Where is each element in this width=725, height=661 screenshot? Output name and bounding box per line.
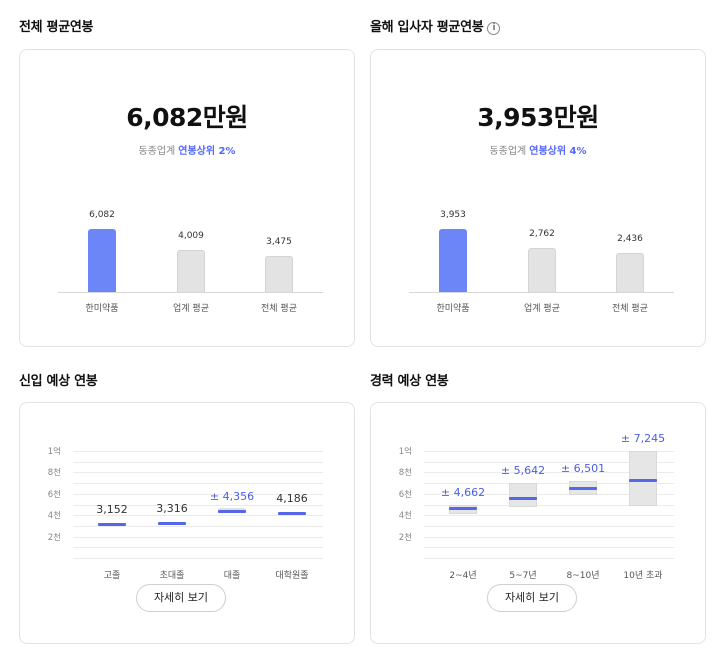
bar-value-label: 2,762 bbox=[529, 229, 555, 239]
grid-line bbox=[424, 547, 674, 548]
y-axis-tick-label: 8천 bbox=[398, 468, 412, 478]
chart-bar bbox=[439, 229, 467, 292]
expected-salary-marker bbox=[278, 512, 306, 515]
y-axis-tick-label: 8천 bbox=[47, 468, 61, 478]
newcomer-rank-line: 동종업계 연봉상위 4% bbox=[371, 142, 705, 157]
y-axis-tick-label: 2천 bbox=[398, 533, 412, 543]
bar-value-label: 3,475 bbox=[266, 237, 292, 247]
x-axis-category-label: 5~7년 bbox=[509, 571, 537, 581]
grid-line bbox=[73, 526, 323, 527]
entry-expected-title: 신입 예상 연봉 bbox=[19, 374, 98, 389]
overall-rank-line: 동종업계 연봉상위 2% bbox=[20, 142, 354, 157]
expected-salary-marker bbox=[569, 487, 597, 490]
expected-salary-value-label: 3,152 bbox=[96, 503, 128, 516]
grid-line bbox=[424, 451, 674, 452]
y-axis-tick-label: 1억 bbox=[47, 447, 61, 457]
expected-salary-marker bbox=[158, 522, 186, 525]
overall-salary-card: 6,082만원 동종업계 연봉상위 2% 6,082 한미약품 4,009 업계 평균 3… bbox=[19, 49, 355, 347]
x-axis-category-label: 대학원졸 bbox=[275, 571, 309, 581]
chart-bar bbox=[88, 229, 116, 292]
expected-salary-value-label: ± 4,356 bbox=[209, 490, 255, 503]
grid-line bbox=[424, 505, 674, 506]
entry-expected-card: 1억 8천 6천 4천 2천 3,152 고졸 3,316 초대졸 ± 4,356 대졸 4,186 대… bbox=[19, 402, 355, 644]
career-expected-card: 1억 8천 6천 4천 2천 ± 4,662 2~4년 ± 5,642 5~7년 ± 6,501 8… bbox=[370, 402, 706, 644]
expected-salary-value-label: ± 5,642 bbox=[500, 464, 546, 477]
expected-salary-marker bbox=[449, 507, 477, 510]
x-axis-category-label: 2~4년 bbox=[449, 571, 477, 581]
chart-baseline bbox=[409, 292, 674, 293]
newcomer-rank-highlight: 연봉상위 4% bbox=[529, 146, 587, 157]
newcomer-salary-title: 올해 입사자 평균연봉 bbox=[370, 20, 484, 35]
x-axis-category-label: 대졸 bbox=[223, 571, 241, 581]
chart-bar bbox=[177, 250, 205, 292]
bar-category-label: 전체 평균 bbox=[612, 304, 648, 314]
grid-line bbox=[424, 515, 674, 516]
bar-value-label: 2,436 bbox=[617, 234, 643, 244]
y-axis-tick-label: 4천 bbox=[398, 511, 412, 521]
x-axis-category-label: 8~10년 bbox=[566, 571, 600, 581]
grid-line bbox=[424, 462, 674, 463]
bar-category-label: 업계 평균 bbox=[173, 304, 209, 314]
expected-salary-value-label: ± 6,501 bbox=[560, 462, 606, 475]
newcomer-salary-card: 3,953만원 동종업계 연봉상위 4% 3,953 한미약품 2,762 업계 평균 2… bbox=[370, 49, 706, 347]
overall-salary-value: 6,082만원 bbox=[126, 103, 248, 132]
career-detail-button[interactable]: 자세히 보기 bbox=[487, 584, 577, 612]
bar-value-label: 4,009 bbox=[178, 231, 204, 241]
expected-salary-marker bbox=[629, 479, 657, 482]
bar-value-label: 6,082 bbox=[89, 210, 115, 220]
chart-bar bbox=[528, 248, 556, 292]
expected-salary-marker bbox=[218, 510, 246, 513]
grid-line bbox=[424, 483, 674, 484]
career-expected-title: 경력 예상 연봉 bbox=[370, 374, 449, 389]
grid-line bbox=[73, 537, 323, 538]
y-axis-tick-label: 6천 bbox=[398, 490, 412, 500]
x-axis-category-label: 고졸 bbox=[103, 571, 121, 581]
bar-category-label: 전체 평균 bbox=[261, 304, 297, 314]
newcomer-salary-value: 3,953만원 bbox=[477, 103, 599, 132]
grid-line bbox=[73, 505, 323, 506]
bar-category-label: 한미약품 bbox=[85, 304, 119, 314]
x-axis-category-label: 10년 초과 bbox=[623, 571, 663, 581]
overall-rank-prefix: 동종업계 bbox=[138, 146, 176, 157]
overall-rank-highlight: 연봉상위 2% bbox=[178, 146, 236, 157]
chart-bar bbox=[265, 256, 293, 292]
expected-salary-value-label: ± 4,662 bbox=[440, 486, 486, 499]
expected-salary-marker bbox=[98, 523, 126, 526]
grid-line bbox=[424, 472, 674, 473]
chart-baseline bbox=[58, 292, 323, 293]
y-axis-tick-label: 2천 bbox=[47, 533, 61, 543]
grid-line bbox=[424, 526, 674, 527]
expected-salary-value-label: ± 7,245 bbox=[620, 432, 666, 445]
grid-line bbox=[73, 515, 323, 516]
salary-range-box bbox=[629, 451, 657, 506]
y-axis-tick-label: 1억 bbox=[398, 447, 412, 457]
bar-category-label: 한미약품 bbox=[436, 304, 470, 314]
grid-line bbox=[73, 472, 323, 473]
info-circle-icon[interactable]: i bbox=[487, 22, 501, 35]
expected-salary-marker bbox=[509, 497, 537, 500]
grid-line bbox=[424, 537, 674, 538]
entry-detail-button[interactable]: 자세히 보기 bbox=[136, 584, 226, 612]
salary-range-box bbox=[509, 483, 537, 507]
grid-line bbox=[424, 494, 674, 495]
grid-line bbox=[73, 451, 323, 452]
expected-salary-value-label: 4,186 bbox=[276, 492, 308, 505]
grid-line bbox=[73, 547, 323, 548]
y-axis-tick-label: 6천 bbox=[47, 490, 61, 500]
grid-line bbox=[73, 462, 323, 463]
newcomer-salary-title-row: 올해 입사자 평균연봉 i bbox=[370, 16, 501, 35]
x-axis-category-label: 초대졸 bbox=[159, 571, 185, 581]
grid-line bbox=[73, 483, 323, 484]
grid-line bbox=[73, 558, 323, 559]
y-axis-tick-label: 4천 bbox=[47, 511, 61, 521]
bar-value-label: 3,953 bbox=[440, 210, 466, 220]
grid-line bbox=[424, 558, 674, 559]
grid-line bbox=[73, 494, 323, 495]
expected-salary-value-label: 3,316 bbox=[156, 502, 188, 515]
bar-category-label: 업계 평균 bbox=[524, 304, 560, 314]
overall-salary-title: 전체 평균연봉 bbox=[19, 20, 94, 35]
newcomer-rank-prefix: 동종업계 bbox=[489, 146, 527, 157]
chart-bar bbox=[616, 253, 644, 292]
